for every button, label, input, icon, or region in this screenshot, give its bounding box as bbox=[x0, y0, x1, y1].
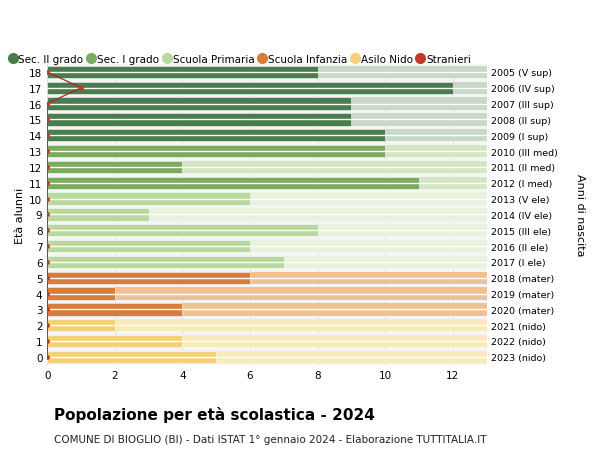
Bar bbox=[47, 351, 216, 363]
Bar bbox=[47, 209, 149, 221]
Bar bbox=[47, 256, 487, 269]
Legend: Sec. II grado, Sec. I grado, Scuola Primaria, Scuola Infanzia, Asilo Nido, Stran: Sec. II grado, Sec. I grado, Scuola Prim… bbox=[6, 50, 475, 69]
Text: COMUNE DI BIOGLIO (BI) - Dati ISTAT 1° gennaio 2024 - Elaborazione TUTTITALIA.IT: COMUNE DI BIOGLIO (BI) - Dati ISTAT 1° g… bbox=[54, 434, 487, 444]
Bar bbox=[47, 83, 453, 95]
Bar bbox=[47, 114, 352, 126]
Bar bbox=[47, 319, 487, 331]
Bar bbox=[47, 319, 115, 331]
Bar bbox=[47, 224, 487, 237]
Bar bbox=[47, 351, 487, 363]
Bar bbox=[47, 241, 487, 252]
Bar bbox=[47, 162, 487, 174]
Bar bbox=[47, 241, 250, 252]
Bar bbox=[47, 303, 182, 316]
Bar bbox=[47, 98, 487, 111]
Bar bbox=[47, 288, 115, 300]
Bar bbox=[47, 335, 487, 347]
Bar bbox=[47, 114, 487, 126]
Bar bbox=[47, 162, 182, 174]
Bar bbox=[47, 272, 487, 284]
Bar bbox=[47, 67, 317, 79]
Bar bbox=[47, 98, 352, 111]
Text: Popolazione per età scolastica - 2024: Popolazione per età scolastica - 2024 bbox=[54, 406, 375, 422]
Bar bbox=[47, 256, 284, 269]
Bar bbox=[47, 67, 487, 79]
Bar bbox=[47, 335, 182, 347]
Bar bbox=[47, 288, 487, 300]
Bar bbox=[47, 83, 487, 95]
Bar bbox=[47, 209, 487, 221]
Bar bbox=[47, 146, 487, 158]
Y-axis label: Anni di nascita: Anni di nascita bbox=[575, 174, 585, 256]
Bar bbox=[47, 193, 250, 205]
Bar bbox=[47, 224, 317, 237]
Bar bbox=[47, 130, 487, 142]
Bar bbox=[47, 177, 487, 190]
Bar bbox=[47, 193, 487, 205]
Bar bbox=[47, 177, 419, 190]
Y-axis label: Età alunni: Età alunni bbox=[15, 187, 25, 243]
Bar bbox=[47, 303, 487, 316]
Bar bbox=[47, 130, 385, 142]
Bar bbox=[47, 146, 385, 158]
Bar bbox=[47, 272, 250, 284]
